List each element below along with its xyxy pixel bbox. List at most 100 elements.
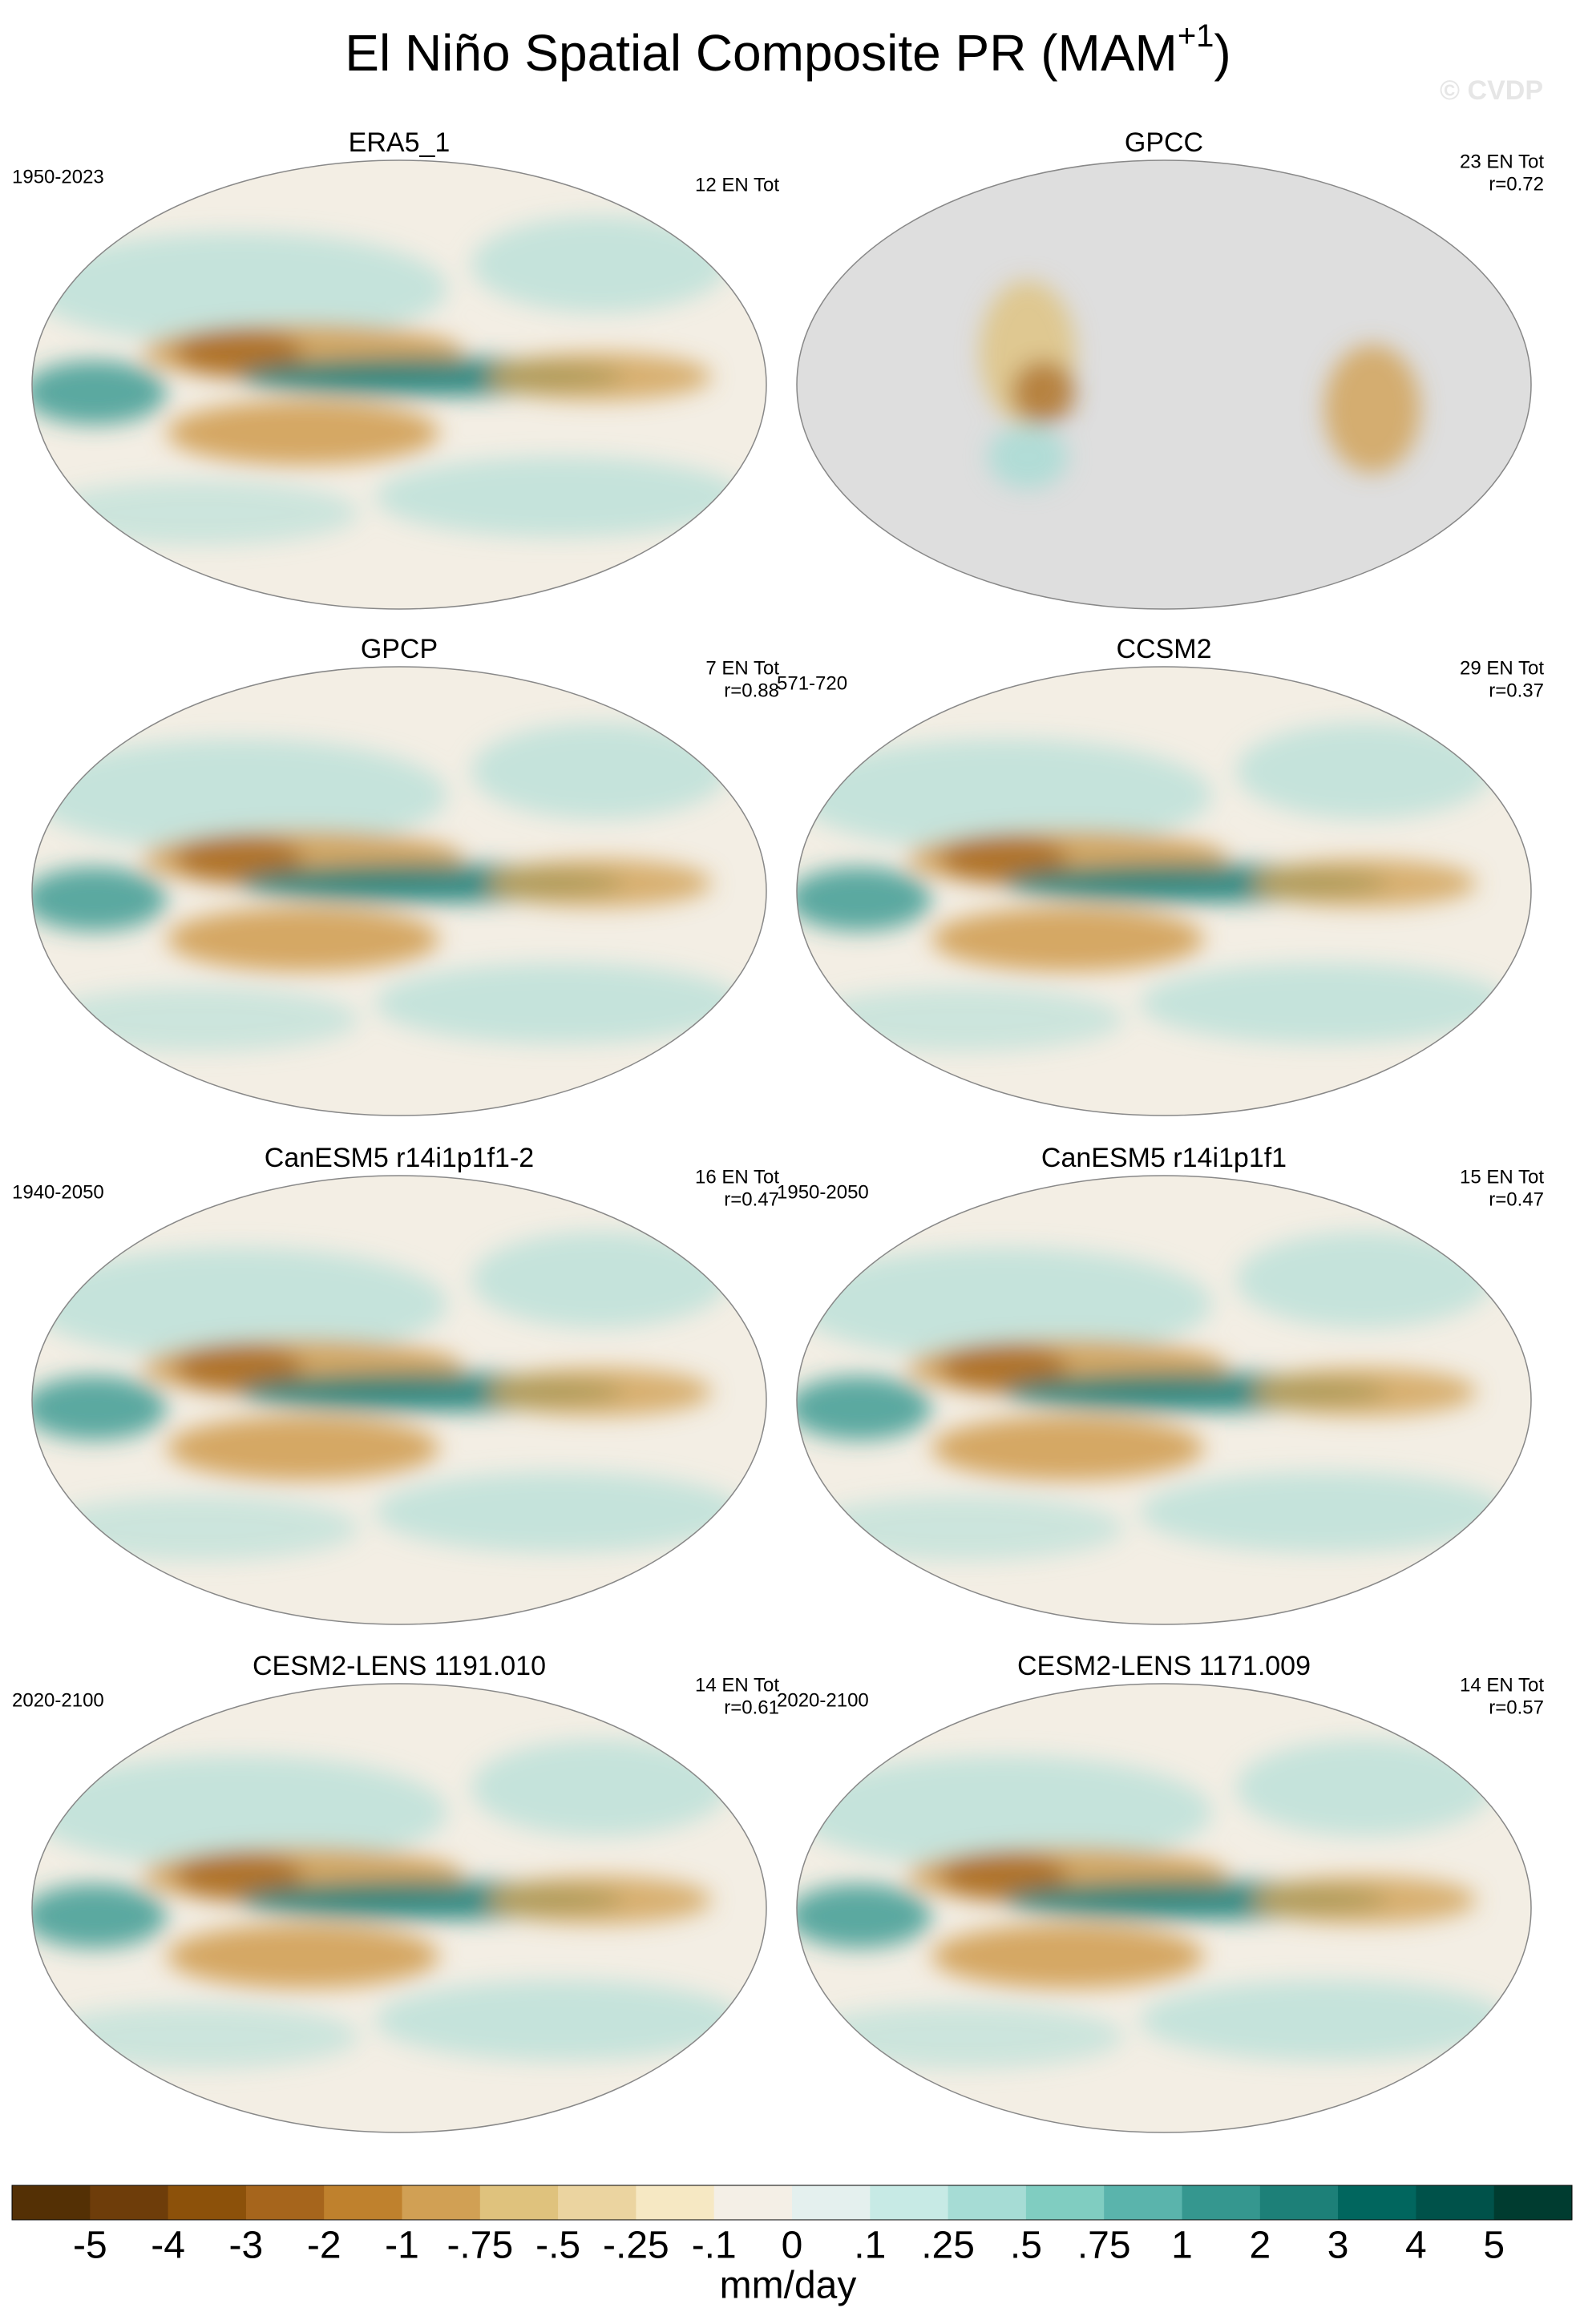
anomaly-patch: [940, 1852, 1068, 1900]
anomaly-patch: [32, 739, 447, 851]
anomaly-patch: [1324, 345, 1420, 473]
colorbar-swatch: [1259, 2185, 1339, 2220]
anomaly-patch: [32, 1756, 447, 1868]
title-superscript: +1: [1178, 18, 1214, 54]
colorbar-label: 0: [782, 2225, 803, 2267]
anomaly-patch: [1236, 1232, 1493, 1328]
anomaly-patch: [32, 867, 167, 931]
map-pattern: [32, 723, 744, 1051]
panel-stat: 29 EN Tot: [1460, 657, 1544, 679]
anomaly-patch: [38, 987, 359, 1051]
anomaly-patch: [38, 1496, 359, 1560]
anomaly-patch: [1140, 963, 1509, 1043]
panel-stat: r=0.47: [724, 1188, 779, 1210]
colorbar-label: -4: [151, 2225, 185, 2267]
map-outline: [796, 159, 1532, 610]
figure-title: El Niño Spatial Composite PR (MAM+1): [345, 18, 1230, 82]
anomaly-patch: [167, 1416, 439, 1480]
colorbar-label: -.5: [535, 2225, 580, 2267]
anomaly-patch: [803, 1496, 1124, 1560]
colorbar-label: -1: [385, 2225, 419, 2267]
panel-period: 571-720: [777, 672, 847, 694]
anomaly-patch: [931, 1416, 1204, 1480]
colorbar-swatch: [1104, 2185, 1182, 2220]
map: [32, 1176, 766, 1624]
map: [797, 667, 1531, 1116]
anomaly-patch: [487, 353, 712, 401]
anomaly-patch: [797, 1376, 931, 1440]
map-pattern: [32, 1232, 744, 1560]
anomaly-patch: [988, 425, 1068, 489]
panel-stat: 16 EN Tot: [695, 1166, 779, 1188]
colorbar-label: 2: [1249, 2225, 1271, 2267]
colorbar-swatch: [636, 2185, 715, 2220]
anomaly-patch: [471, 216, 728, 313]
anomaly-patch: [175, 1344, 303, 1392]
anomaly-patch: [375, 1980, 744, 2060]
anomaly-patch: [38, 481, 359, 545]
anomaly-patch: [1236, 723, 1493, 819]
anomaly-patch: [32, 1376, 167, 1440]
colorbar-label: -3: [229, 2225, 264, 2267]
colorbar-swatch: [479, 2185, 559, 2220]
anomaly-patch: [931, 1924, 1204, 1988]
anomaly-patch: [487, 1876, 712, 1924]
panel-stat: r=0.72: [1489, 173, 1544, 195]
anomaly-patch: [940, 1344, 1068, 1392]
map-pattern: [32, 216, 744, 545]
colorbar-swatch: [90, 2185, 169, 2220]
anomaly-patch: [32, 1884, 167, 1948]
anomaly-patch: [471, 1232, 728, 1328]
anomaly-patch: [940, 835, 1068, 883]
colorbar-label: .1: [854, 2225, 886, 2267]
colorbar-swatch: [12, 2185, 91, 2220]
map: [32, 160, 766, 609]
anomaly-patch: [375, 1472, 744, 1552]
map: [797, 160, 1531, 609]
panel-period: 2020-2100: [12, 1689, 104, 1711]
map-pattern: [797, 723, 1509, 1051]
colorbar-swatch: [402, 2185, 481, 2220]
title-suffix: ): [1214, 24, 1230, 82]
map-pattern: [980, 280, 1420, 489]
panel-stat: r=0.37: [1489, 680, 1544, 701]
map: [32, 1684, 766, 2132]
colorbar-swatch: [1338, 2185, 1416, 2220]
colorbar-swatch: [558, 2185, 636, 2220]
map-outline: [31, 159, 767, 610]
anomaly-patch: [797, 1884, 931, 1948]
panel-stat: r=0.57: [1489, 1697, 1544, 1718]
panel-title: GPCP: [361, 634, 438, 664]
panel-period: 1950-2023: [12, 166, 104, 188]
colorbar-label: .25: [921, 2225, 975, 2267]
anomaly-patch: [175, 1852, 303, 1900]
colorbar-label: -2: [307, 2225, 341, 2267]
panel-stat: r=0.88: [724, 680, 779, 701]
colorbar-label: -.1: [692, 2225, 737, 2267]
anomaly-patch: [471, 723, 728, 819]
anomaly-patch: [375, 457, 744, 537]
anomaly-patch: [1252, 1876, 1477, 1924]
panel-title: CCSM2: [1116, 634, 1211, 664]
colorbar-label: 1: [1171, 2225, 1193, 2267]
colorbar-label: -.75: [447, 2225, 513, 2267]
colorbar-label: 3: [1327, 2225, 1349, 2267]
anomaly-patch: [1140, 1980, 1509, 2060]
anomaly-patch: [175, 329, 303, 377]
map-outline: [31, 666, 767, 1116]
map-outline: [31, 1175, 767, 1625]
map-outline: [796, 1683, 1532, 2133]
map-outline: [796, 1175, 1532, 1625]
anomaly-patch: [32, 361, 167, 425]
colorbar-label: .75: [1077, 2225, 1131, 2267]
colorbar-swatch: [1416, 2185, 1495, 2220]
anomaly-patch: [38, 2004, 359, 2068]
anomaly-patch: [32, 232, 447, 345]
colorbar-swatch: [792, 2185, 871, 2220]
map-pattern: [797, 1232, 1509, 1560]
colorbar-swatch: [168, 2185, 247, 2220]
map: [32, 667, 766, 1116]
panel-title: CESM2-LENS 1191.010: [253, 1651, 546, 1681]
panel-stat: 15 EN Tot: [1460, 1166, 1544, 1188]
